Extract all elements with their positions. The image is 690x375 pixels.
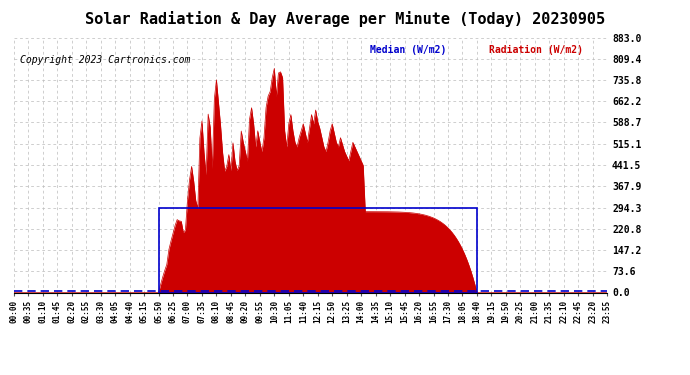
Text: Copyright 2023 Cartronics.com: Copyright 2023 Cartronics.com bbox=[20, 56, 190, 65]
Text: Radiation (W/m2): Radiation (W/m2) bbox=[489, 45, 582, 55]
Text: Solar Radiation & Day Average per Minute (Today) 20230905: Solar Radiation & Day Average per Minute… bbox=[85, 11, 605, 27]
Text: Median (W/m2): Median (W/m2) bbox=[370, 45, 446, 55]
Bar bbox=[159, 207, 477, 292]
